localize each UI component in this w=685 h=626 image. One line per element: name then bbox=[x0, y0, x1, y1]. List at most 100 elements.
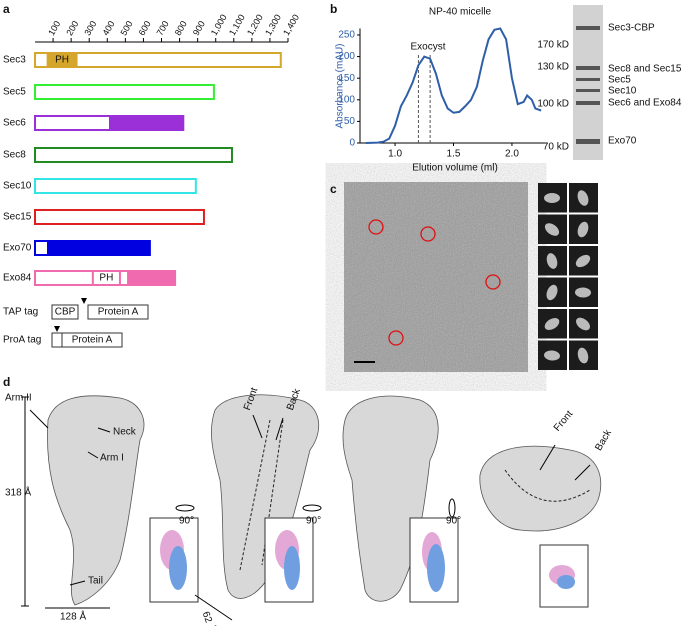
gel-marker: 100 kD bbox=[537, 99, 569, 110]
panel-label: b bbox=[330, 2, 337, 16]
category-label: Sec6 bbox=[3, 118, 26, 129]
tag-box bbox=[61, 332, 123, 348]
bar bbox=[34, 52, 282, 68]
y-tick-label: 50 bbox=[344, 116, 356, 127]
category-label: Sec8 bbox=[3, 150, 26, 161]
tag-name: TAP tag bbox=[3, 307, 38, 318]
structure-label: 90° bbox=[179, 516, 194, 527]
y-tick-label: 250 bbox=[338, 30, 355, 41]
class-particle bbox=[577, 347, 589, 364]
y-tick-label: 100 bbox=[338, 94, 355, 105]
structure-label: 90° bbox=[446, 516, 461, 527]
tag-box bbox=[87, 304, 149, 320]
category-label: Sec10 bbox=[3, 181, 32, 192]
category-label: Sec15 bbox=[3, 212, 32, 223]
x-tick-label: 1.5 bbox=[447, 149, 461, 160]
class-averages bbox=[538, 183, 598, 370]
gel bbox=[573, 5, 603, 160]
structure-label: Tail bbox=[88, 576, 103, 587]
micrograph-noise bbox=[344, 182, 528, 372]
category-label: Exo84 bbox=[3, 273, 32, 284]
structure-label: Back bbox=[593, 427, 614, 453]
class-particle bbox=[546, 253, 558, 269]
class-particle bbox=[576, 317, 590, 331]
y-tick-label: 150 bbox=[338, 73, 355, 84]
particle-circles bbox=[368, 219, 501, 346]
x-tick-label: 100 bbox=[46, 19, 62, 37]
structure-label: Arm II bbox=[5, 393, 32, 404]
class-particle bbox=[546, 284, 558, 301]
x-tick-label: 1,100 bbox=[227, 13, 247, 38]
gel-band-label: Sec10 bbox=[608, 86, 637, 97]
structure-label: Arm I bbox=[100, 453, 124, 464]
gel-marker: 130 kD bbox=[537, 62, 569, 73]
x-tick-label: 700 bbox=[155, 19, 171, 37]
scale-lines bbox=[21, 396, 591, 621]
bar bbox=[34, 178, 197, 194]
annotation: Exocyst bbox=[410, 42, 445, 53]
x-tick-label: 500 bbox=[118, 19, 134, 37]
cleavage-site bbox=[54, 326, 60, 332]
x-tick-label: 400 bbox=[100, 19, 116, 37]
structure-label: 90° bbox=[306, 516, 321, 527]
gel-band-label: Sec3-CBP bbox=[608, 23, 655, 34]
domain bbox=[47, 240, 151, 256]
line-series bbox=[365, 27, 542, 144]
gel-band-label: Sec6 and Exo84 bbox=[608, 98, 682, 109]
x-tick-label: 1,300 bbox=[263, 13, 283, 38]
panel-label: c bbox=[330, 182, 337, 196]
class-particle bbox=[577, 221, 589, 238]
domain-label: PH bbox=[55, 55, 69, 66]
structure-label: Front bbox=[552, 409, 576, 434]
x-tick-label: 900 bbox=[191, 19, 207, 37]
y-tick-label: 200 bbox=[338, 51, 355, 62]
x-tick-label: 200 bbox=[64, 19, 80, 37]
class-particle bbox=[575, 287, 591, 298]
gel-marker: 170 kD bbox=[537, 40, 569, 51]
inset-models bbox=[160, 530, 575, 592]
tag-box bbox=[51, 304, 79, 320]
tag-box bbox=[51, 332, 63, 348]
y-tick-label: 0 bbox=[349, 138, 355, 149]
domain-label: PH bbox=[99, 273, 113, 284]
gel-band-label: Sec8 and Sec15 bbox=[608, 64, 682, 75]
tag-box-label: Protein A bbox=[98, 307, 139, 318]
y-axis-label: Absorbance (mAU) bbox=[335, 43, 346, 128]
gel-band-label: Sec5 bbox=[608, 75, 631, 86]
structure-label: 62 Å bbox=[200, 609, 219, 626]
x-tick-label: 300 bbox=[82, 19, 98, 37]
structure-label: 128 Å bbox=[60, 610, 86, 623]
cleavage-site bbox=[81, 298, 87, 304]
class-particle bbox=[544, 350, 560, 361]
gel-marker: 70 kD bbox=[543, 142, 569, 153]
structures bbox=[47, 394, 602, 606]
class-particle bbox=[544, 223, 560, 236]
category-label: Sec3 bbox=[3, 55, 26, 66]
bar bbox=[34, 209, 205, 225]
x-tick-label: 600 bbox=[137, 19, 153, 37]
class-particle bbox=[544, 318, 560, 330]
tag-name: ProA tag bbox=[3, 335, 41, 346]
domain bbox=[108, 115, 185, 131]
panel-label: d bbox=[3, 375, 10, 389]
domain bbox=[46, 52, 78, 68]
class-particle bbox=[544, 193, 560, 203]
x-tick-label: 2.0 bbox=[505, 149, 519, 160]
class-particle bbox=[575, 254, 591, 268]
gel-bands bbox=[576, 26, 600, 144]
bar bbox=[34, 147, 233, 163]
x-tick-label: 1.0 bbox=[388, 149, 402, 160]
domain bbox=[127, 270, 177, 286]
panel-label: a bbox=[3, 2, 10, 16]
x-tick-label: 1,400 bbox=[281, 13, 301, 38]
bar bbox=[34, 84, 215, 100]
tag-box-label: CBP bbox=[55, 307, 76, 318]
domain bbox=[91, 270, 121, 286]
gel-band-label: Exo70 bbox=[608, 136, 637, 147]
category-label: Exo70 bbox=[3, 243, 32, 254]
structure-label: 318 Å bbox=[5, 486, 31, 499]
class-particle bbox=[577, 190, 589, 206]
category-label: Sec5 bbox=[3, 87, 26, 98]
tag-box-label: Protein A bbox=[72, 335, 113, 346]
